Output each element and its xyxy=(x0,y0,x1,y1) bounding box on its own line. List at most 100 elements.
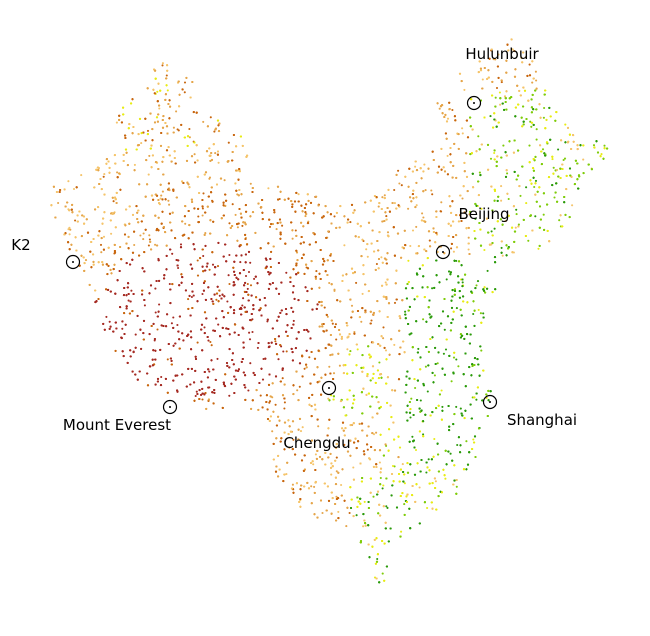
elevation-point xyxy=(362,525,365,528)
elevation-point xyxy=(239,261,242,264)
elevation-point xyxy=(385,215,388,218)
elevation-point xyxy=(301,426,304,429)
elevation-point xyxy=(261,378,265,381)
elevation-point xyxy=(298,385,301,388)
elevation-point xyxy=(399,317,402,320)
elevation-point xyxy=(564,123,567,126)
elevation-point xyxy=(278,197,281,201)
elevation-point xyxy=(558,219,561,222)
elevation-point xyxy=(481,78,484,81)
elevation-point xyxy=(441,405,444,408)
elevation-point xyxy=(455,307,458,310)
elevation-point xyxy=(130,289,133,292)
elevation-point xyxy=(248,331,251,334)
elevation-point xyxy=(269,283,272,286)
elevation-point xyxy=(528,63,531,66)
elevation-point xyxy=(202,192,205,195)
elevation-point xyxy=(256,346,259,349)
elevation-point xyxy=(409,244,412,248)
elevation-point xyxy=(267,187,270,190)
elevation-point xyxy=(228,222,231,225)
elevation-point xyxy=(541,148,545,151)
elevation-point xyxy=(535,138,538,141)
elevation-point xyxy=(139,234,142,237)
elevation-point xyxy=(337,510,340,513)
elevation-point xyxy=(349,221,352,224)
elevation-point xyxy=(345,525,348,528)
elevation-point xyxy=(533,185,536,189)
elevation-point xyxy=(431,193,434,196)
elevation-point xyxy=(424,365,427,368)
elevation-point xyxy=(563,157,567,160)
elevation-point xyxy=(226,300,229,303)
elevation-point xyxy=(489,157,493,160)
elevation-point xyxy=(211,263,215,266)
elevation-point xyxy=(480,349,483,352)
elevation-point xyxy=(154,287,157,290)
elevation-point xyxy=(308,356,311,359)
elevation-point xyxy=(172,126,175,129)
elevation-point xyxy=(384,349,388,352)
elevation-point xyxy=(360,320,363,323)
elevation-point xyxy=(148,238,151,241)
elevation-point xyxy=(506,172,509,175)
elevation-point xyxy=(446,117,450,120)
elevation-point xyxy=(246,282,249,286)
elevation-point xyxy=(528,144,531,147)
elevation-point xyxy=(167,199,170,202)
elevation-point xyxy=(196,341,199,344)
elevation-point xyxy=(451,108,454,112)
elevation-point xyxy=(465,440,468,443)
elevation-point xyxy=(187,298,190,301)
elevation-point xyxy=(500,185,503,188)
elevation-point xyxy=(161,190,164,193)
elevation-point xyxy=(507,197,510,201)
elevation-point xyxy=(382,326,385,329)
elevation-point xyxy=(477,135,480,138)
elevation-point xyxy=(461,281,464,284)
elevation-point xyxy=(397,169,400,172)
elevation-point xyxy=(313,485,316,488)
elevation-point xyxy=(262,357,265,361)
elevation-point xyxy=(338,364,341,367)
elevation-point xyxy=(216,357,219,360)
elevation-point xyxy=(463,211,466,214)
elevation-point xyxy=(461,197,464,200)
elevation-point xyxy=(582,158,585,161)
elevation-point xyxy=(192,294,195,297)
elevation-point xyxy=(530,125,533,128)
elevation-point xyxy=(283,407,286,410)
elevation-point xyxy=(133,243,136,247)
elevation-point xyxy=(489,115,492,118)
elevation-point xyxy=(197,215,200,218)
elevation-point xyxy=(378,461,381,464)
elevation-point xyxy=(148,154,151,157)
elevation-point xyxy=(393,343,396,346)
elevation-point xyxy=(328,281,331,285)
elevation-point xyxy=(332,372,336,375)
elevation-point xyxy=(426,506,429,510)
elevation-point xyxy=(421,212,424,215)
elevation-point xyxy=(398,182,401,185)
elevation-point xyxy=(210,344,213,347)
elevation-point xyxy=(303,367,306,370)
elevation-point xyxy=(513,50,516,53)
elevation-point xyxy=(452,356,456,359)
elevation-point xyxy=(334,323,337,326)
elevation-point xyxy=(372,495,375,498)
elevation-point xyxy=(414,165,417,168)
elevation-point xyxy=(247,270,251,274)
elevation-point xyxy=(102,175,105,178)
elevation-point xyxy=(244,274,248,278)
elevation-point xyxy=(562,158,565,162)
elevation-point xyxy=(156,90,159,93)
elevation-point xyxy=(140,142,143,145)
elevation-point xyxy=(476,280,480,283)
elevation-point xyxy=(450,380,453,383)
elevation-point xyxy=(241,304,244,307)
elevation-point xyxy=(436,362,439,365)
elevation-point xyxy=(208,177,211,180)
elevation-point xyxy=(196,259,199,262)
elevation-point xyxy=(439,210,442,213)
elevation-point xyxy=(170,322,173,325)
